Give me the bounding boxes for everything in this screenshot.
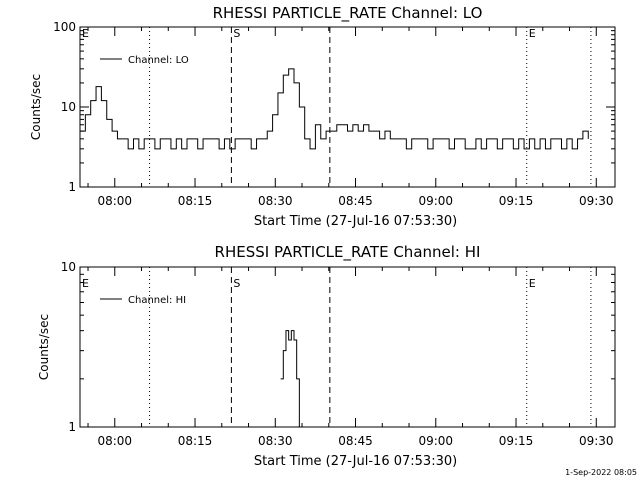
event-label: E (82, 27, 89, 40)
plot-frame (79, 266, 616, 428)
legend-entry: Channel: LO (128, 55, 189, 66)
y-axis-label: Counts/sec (29, 74, 43, 140)
x-axis-label: Start Time (27-Jul-16 07:53:30) (254, 214, 457, 229)
x-tick-label: 09:00 (418, 434, 453, 448)
x-tick-label: 08:00 (97, 434, 132, 448)
series-line (280, 330, 300, 427)
x-tick-label: 08:45 (338, 194, 373, 208)
y-tick-label: 10 (61, 100, 76, 114)
x-tick-label: 08:30 (258, 194, 293, 208)
y-tick-label: 100 (53, 20, 76, 34)
event-label: E (529, 277, 536, 290)
x-tick-label: 08:45 (338, 434, 373, 448)
plot-frame (79, 26, 616, 188)
x-tick-label: 08:15 (178, 194, 213, 208)
x-tick-label: 08:15 (178, 434, 213, 448)
x-axis-label: Start Time (27-Jul-16 07:53:30) (254, 454, 457, 469)
y-tick-label: 1 (68, 180, 76, 194)
series-line (80, 68, 589, 150)
event-label: E (82, 277, 89, 290)
event-label: S (233, 27, 240, 40)
x-tick-label: 09:15 (499, 434, 534, 448)
x-tick-label: 09:00 (418, 194, 453, 208)
y-tick-label: 10 (61, 260, 76, 274)
y-tick-label: 1 (68, 420, 76, 434)
chart-title: RHESSI PARTICLE_RATE Channel: HI (215, 243, 481, 262)
x-tick-label: 08:00 (97, 194, 132, 208)
legend-entry: Channel: HI (128, 295, 186, 306)
chart-title: RHESSI PARTICLE_RATE Channel: LO (213, 4, 483, 23)
event-label: S (233, 277, 240, 290)
x-tick-label: 09:30 (579, 434, 614, 448)
event-label: E (529, 27, 536, 40)
x-tick-label: 08:30 (258, 434, 293, 448)
x-tick-label: 09:15 (499, 194, 534, 208)
x-tick-label: 09:30 (579, 194, 614, 208)
y-axis-label: Counts/sec (37, 314, 51, 380)
footer-timestamp: 1-Sep-2022 08:05 (565, 468, 637, 477)
